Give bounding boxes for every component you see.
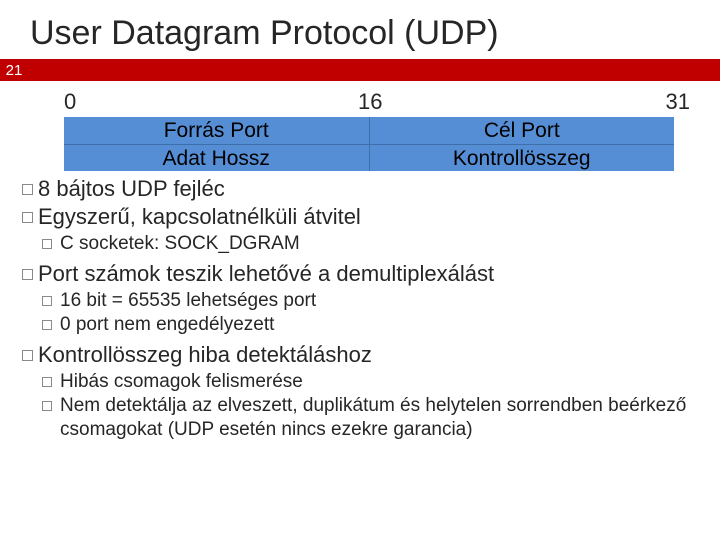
sub-list: 16 bit = 65535 lehetséges port 0 port ne… [60, 289, 690, 337]
list-item: Port számok teszik lehetővé a demultiple… [38, 260, 690, 337]
cell-source-port: Forrás Port [64, 117, 370, 144]
bullet-text: 8 bájtos UDP fejléc [38, 176, 225, 201]
accent-bar-row: 21 [0, 59, 720, 81]
sub-list-item: Hibás csomagok felismerése [60, 370, 690, 394]
cell-checksum: Kontrollösszeg [370, 144, 675, 171]
sub-list-item: C socketek: SOCK_DGRAM [60, 232, 690, 256]
bullet-text: Kontrollösszeg hiba detektáláshoz [38, 342, 372, 367]
page-number-badge: 21 [0, 59, 28, 81]
page-title: User Datagram Protocol (UDP) [0, 0, 720, 59]
bit-label-0: 0 [58, 89, 358, 115]
sub-list-item: 0 port nem engedélyezett [60, 313, 690, 337]
sub-bullet-text: Hibás csomagok felismerése [60, 371, 303, 392]
table-row: Adat Hossz Kontrollösszeg [64, 144, 674, 171]
list-item: 8 bájtos UDP fejléc [38, 175, 690, 203]
bit-label-16: 16 [358, 89, 648, 115]
content-area: 0 16 31 Forrás Port Cél Port Adat Hossz … [0, 81, 720, 442]
sub-bullet-text: 0 port nem engedélyezett [60, 314, 274, 335]
sub-bullet-text: C socketek: SOCK_DGRAM [60, 233, 300, 254]
list-item: Kontrollösszeg hiba detektáláshoz Hibás … [38, 341, 690, 442]
bullet-text: Egyszerű, kapcsolatnélküli átvitel [38, 204, 361, 229]
bullet-text: Port számok teszik lehetővé a demultiple… [38, 261, 494, 286]
udp-header-table: Forrás Port Cél Port Adat Hossz Kontroll… [64, 117, 674, 171]
sub-bullet-text: Nem detektálja az elveszett, duplikátum … [60, 395, 686, 440]
cell-dest-port: Cél Port [370, 117, 675, 144]
bullet-list: 8 bájtos UDP fejléc Egyszerű, kapcsolatn… [58, 175, 690, 442]
sub-list-item: Nem detektálja az elveszett, duplikátum … [60, 394, 690, 442]
table-row: Forrás Port Cél Port [64, 117, 674, 144]
accent-bar [28, 59, 720, 81]
bit-label-31: 31 [648, 89, 690, 115]
sub-bullet-text: 16 bit = 65535 lehetséges port [60, 290, 316, 311]
slide: User Datagram Protocol (UDP) 21 0 16 31 … [0, 0, 720, 540]
sub-list: C socketek: SOCK_DGRAM [60, 232, 690, 256]
bit-scale-row: 0 16 31 [58, 89, 690, 115]
sub-list-item: 16 bit = 65535 lehetséges port [60, 289, 690, 313]
list-item: Egyszerű, kapcsolatnélküli átvitel C soc… [38, 203, 690, 256]
sub-list: Hibás csomagok felismerése Nem detektálj… [60, 370, 690, 441]
cell-data-length: Adat Hossz [64, 144, 370, 171]
